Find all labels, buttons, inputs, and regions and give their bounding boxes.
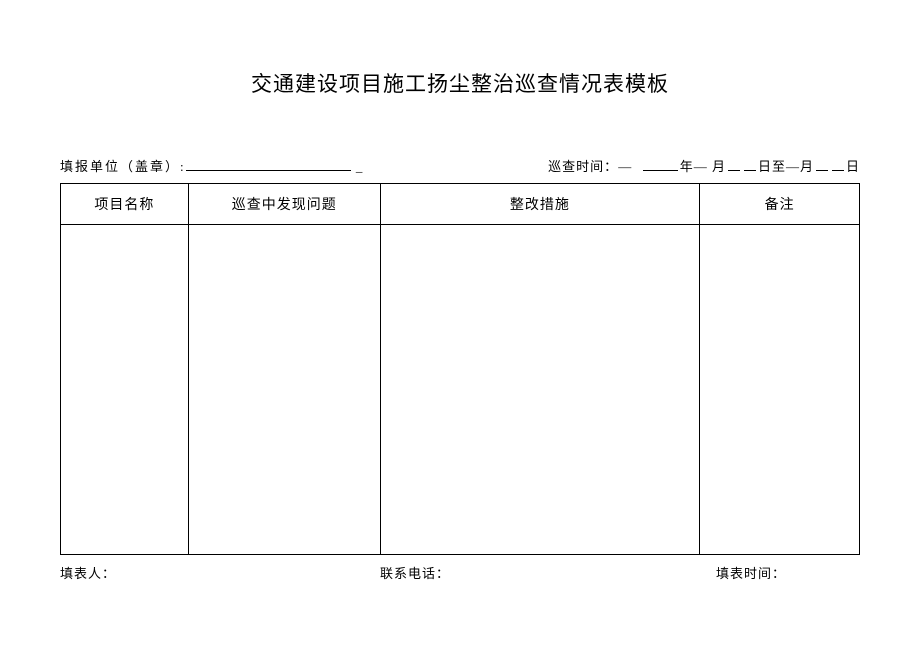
reporting-unit-label: 填报单位（盖章）: [60, 156, 186, 175]
reporting-unit-field: 填报单位（盖章）: _ [60, 156, 364, 175]
fill-time-label: 填表时间： [716, 563, 860, 582]
header-row: 填报单位（盖章）: _ 巡查时间： — 年— 月 日至—月 日 [0, 156, 920, 175]
table-header-row: 项目名称 巡查中发现问题 整改措施 备注 [61, 184, 860, 225]
reporting-unit-blank [186, 157, 351, 171]
document-page: 交通建设项目施工扬尘整治巡查情况表模板 填报单位（盖章）: _ 巡查时间： — … [0, 0, 920, 651]
reporting-unit-trailing: _ [351, 159, 365, 175]
main-table: 项目名称 巡查中发现问题 整改措施 备注 [60, 183, 860, 555]
footer-row: 填表人： 联系电话： 填表时间： [0, 555, 920, 582]
year-suffix: 年— [680, 156, 708, 175]
cell-issues [188, 225, 380, 555]
day-suffix: 日 [846, 156, 860, 175]
document-title: 交通建设项目施工扬尘整治巡查情况表模板 [0, 0, 920, 98]
inspection-time-label: 巡查时间： [548, 156, 618, 175]
space-1 [632, 159, 641, 175]
filler-label: 填表人： [60, 563, 380, 582]
month-suffix: 月 [712, 156, 726, 175]
contact-label: 联系电话： [380, 563, 716, 582]
col-header-issues: 巡查中发现问题 [188, 184, 380, 225]
cell-project [61, 225, 189, 555]
cell-measures [380, 225, 700, 555]
month-blank-1 [728, 157, 740, 171]
dash-1: — [618, 159, 632, 175]
inspection-time-field: 巡查时间： — 年— 月 日至—月 日 [548, 156, 860, 175]
day-blank-2 [832, 157, 844, 171]
to-suffix: 日至—月 [758, 156, 814, 175]
month-blank-2 [744, 157, 756, 171]
cell-remarks [700, 225, 860, 555]
table-body-row [61, 225, 860, 555]
year-blank [643, 157, 678, 171]
col-header-project: 项目名称 [61, 184, 189, 225]
col-header-remarks: 备注 [700, 184, 860, 225]
col-header-measures: 整改措施 [380, 184, 700, 225]
day-blank-1 [816, 157, 828, 171]
